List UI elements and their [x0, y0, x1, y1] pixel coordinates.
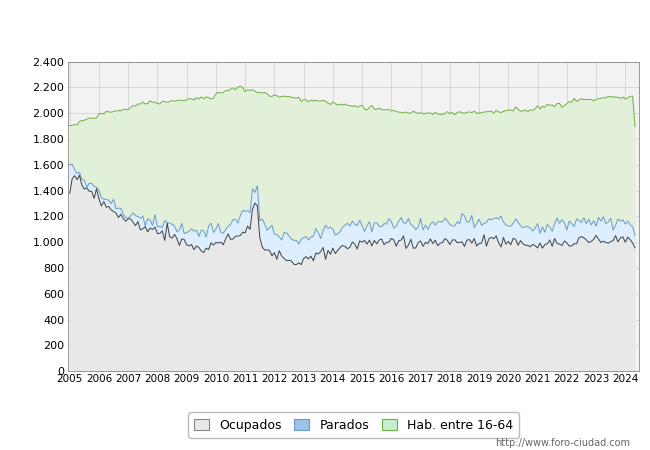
Text: Fuenmayor - Evolucion de la poblacion en edad de Trabajar Mayo de 2024: Fuenmayor - Evolucion de la poblacion en… [53, 20, 597, 35]
Text: http://www.foro-ciudad.com: http://www.foro-ciudad.com [495, 438, 630, 448]
Legend: Ocupados, Parados, Hab. entre 16-64: Ocupados, Parados, Hab. entre 16-64 [188, 412, 519, 438]
